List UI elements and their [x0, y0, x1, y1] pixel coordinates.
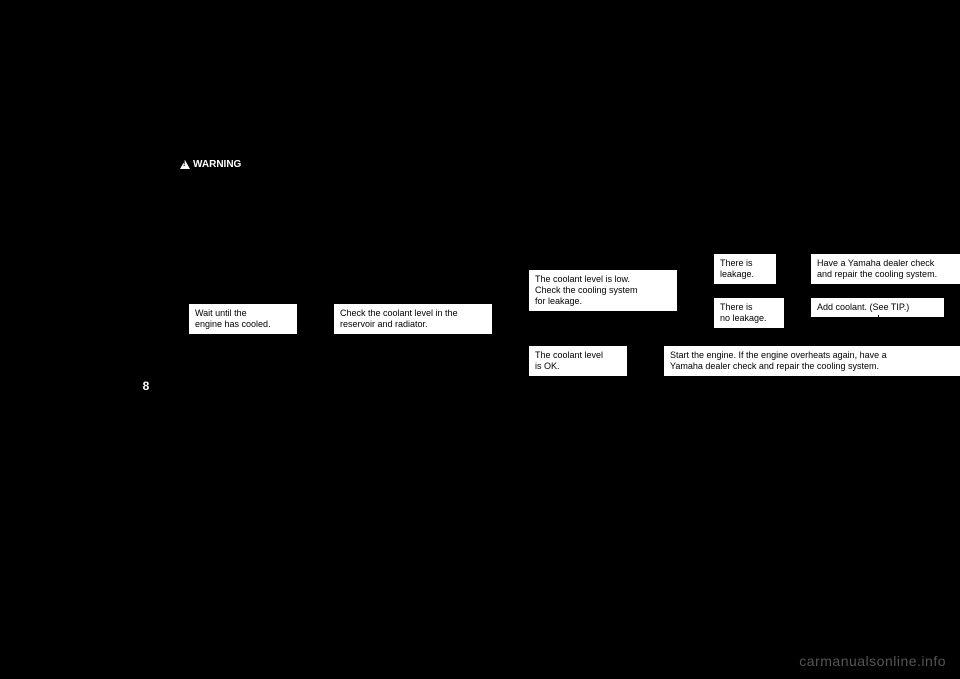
flow-arrow-h-1 [511, 290, 523, 291]
flow-arrow-v-0 [878, 315, 879, 340]
page-content: WARNING Wait for the engine and radiator… [178, 158, 928, 478]
warning-text: Wait for the engine and radiator to cool… [178, 173, 928, 203]
divider-end [178, 464, 928, 466]
flowchart: Wait until theengine has cooled. Check th… [178, 223, 928, 405]
flow-arrow-h-0 [298, 318, 328, 319]
flow-box-check: Check the coolant level in thereservoir … [333, 303, 493, 336]
flow-arrow-h-5 [777, 267, 805, 268]
flow-arrow-h-3 [696, 267, 708, 268]
flow-arrow-h-4 [696, 311, 708, 312]
footer-watermark: carmanualsonline.info [799, 653, 946, 669]
flow-box-noleak: There isno leakage. [713, 297, 785, 330]
divider-top [178, 209, 928, 211]
flow-line-v-0 [511, 290, 512, 360]
flow-box-wait: Wait until theengine has cooled. [188, 303, 298, 336]
tip-rule [199, 438, 928, 439]
flow-line-h-0 [493, 318, 511, 319]
flow-box-restart: Start the engine. If the engine overheat… [663, 345, 960, 378]
flow-line-h-1 [678, 290, 696, 291]
flow-box-leak: There isleakage. [713, 253, 777, 286]
flow-line-v-1 [696, 267, 697, 311]
tip-text: If coolant is not available, tap water c… [178, 443, 928, 458]
page-tab: 8 [135, 375, 157, 397]
flow-arrow-h-6 [785, 311, 805, 312]
tip-label: TIP [178, 429, 199, 441]
flow-box-dealer: Have a Yamaha dealer checkand repair the… [810, 253, 960, 286]
divider-bottom [178, 417, 928, 419]
flow-box-low: The coolant level is low.Check the cooli… [528, 269, 678, 313]
flow-arrow-h-7 [628, 360, 658, 361]
warning-badge: WARNING [178, 158, 247, 171]
warning-triangle-icon [180, 160, 190, 169]
warning-badge-label: WARNING [193, 159, 241, 170]
flow-arrow-h-2 [511, 360, 523, 361]
warning-rule [251, 168, 928, 170]
flow-box-ok: The coolant levelis OK. [528, 345, 628, 378]
tip-header: TIP [178, 429, 928, 441]
warning-header: WARNING [178, 158, 928, 171]
